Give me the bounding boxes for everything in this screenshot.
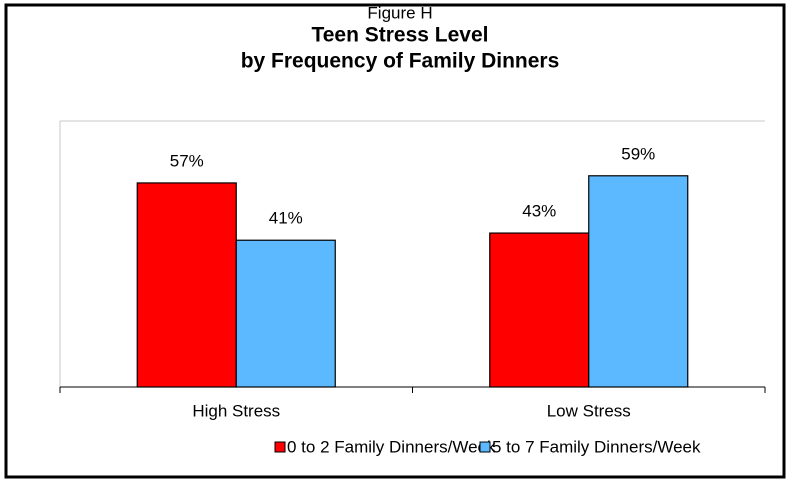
data-label: 41% bbox=[269, 209, 303, 228]
data-label: 59% bbox=[621, 144, 655, 163]
legend-label: 5 to 7 Family Dinners/Week bbox=[492, 437, 701, 456]
data-label: 43% bbox=[522, 202, 556, 221]
bar bbox=[489, 232, 590, 388]
x-tick-label: Low Stress bbox=[547, 401, 631, 420]
x-tick-label: High Stress bbox=[192, 401, 280, 420]
chart-title: Teen Stress Level bbox=[311, 24, 488, 47]
legend-swatch bbox=[274, 441, 286, 453]
chart-label: Figure H bbox=[367, 3, 432, 22]
chart-subtitle: by Frequency of Family Dinners bbox=[241, 50, 560, 73]
legend-swatch bbox=[479, 441, 491, 453]
legend-label: 0 to 2 Family Dinners/Week bbox=[287, 437, 496, 456]
bar bbox=[588, 175, 689, 388]
data-label: 57% bbox=[170, 151, 204, 170]
bar bbox=[235, 239, 336, 388]
bar bbox=[136, 182, 237, 388]
